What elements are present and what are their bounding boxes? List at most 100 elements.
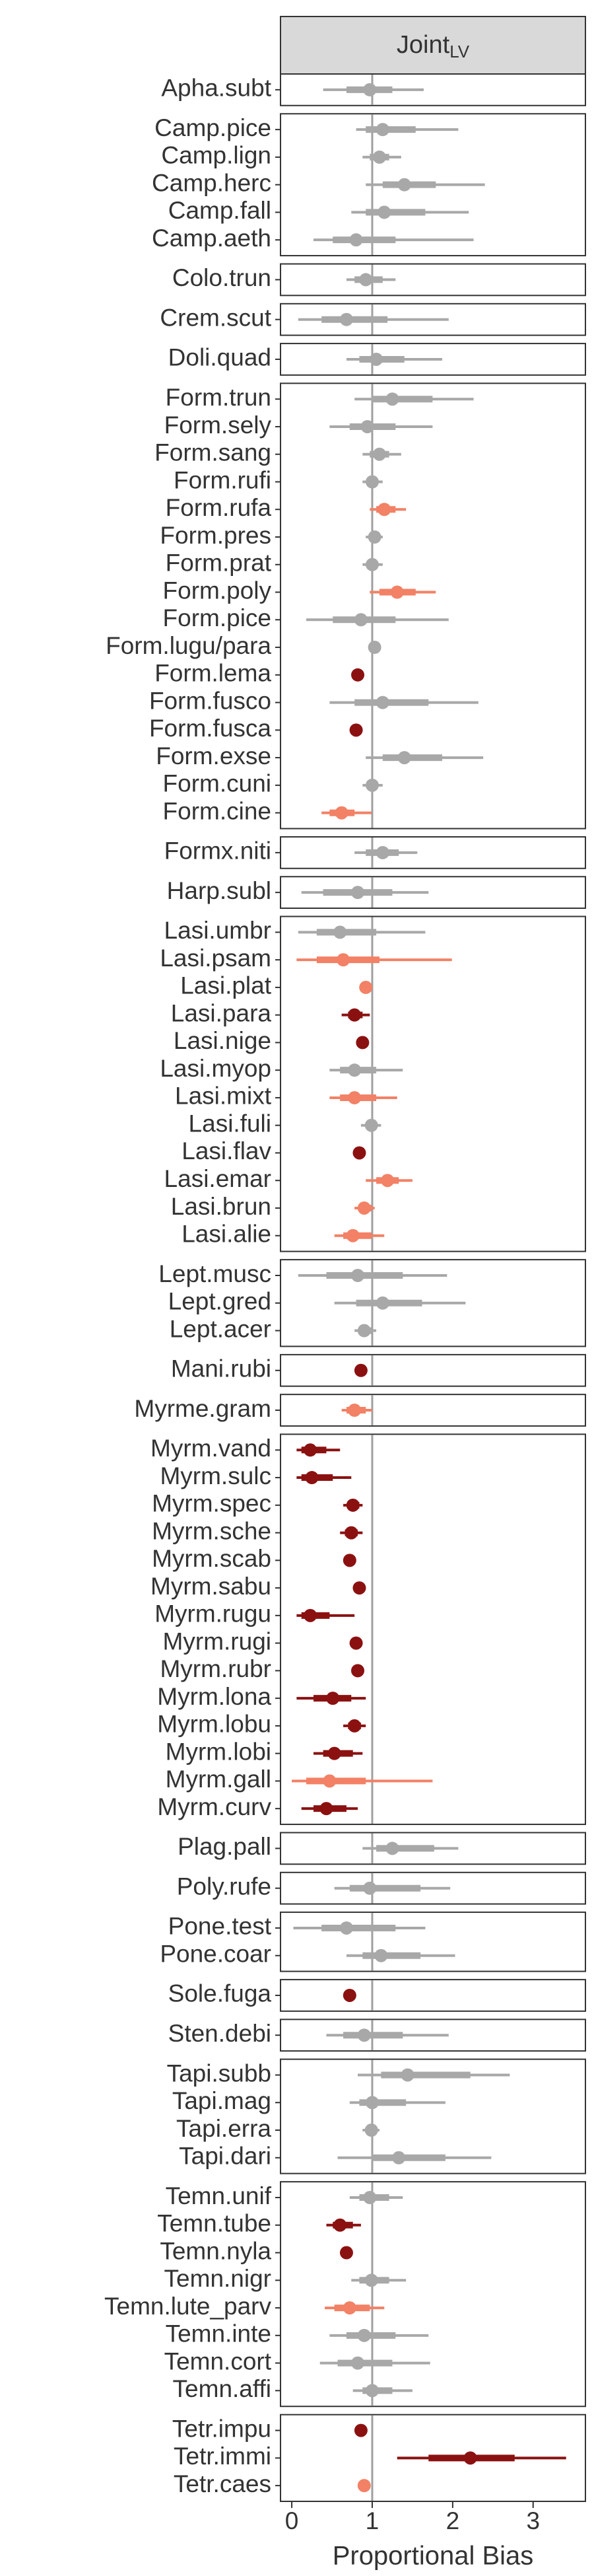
estimate-point bbox=[368, 530, 381, 544]
y-tick-label: Temn.nyla bbox=[160, 2237, 271, 2264]
estimate-point bbox=[333, 2218, 347, 2232]
estimate-point bbox=[343, 1988, 356, 2002]
y-tick-label: Lasi.emar bbox=[164, 1165, 271, 1192]
y-tick-label: Lasi.brun bbox=[171, 1193, 271, 1220]
y-tick-label: Sole.fuga bbox=[168, 1980, 272, 2007]
estimate-point bbox=[370, 352, 383, 366]
y-tick-label: Harp.subl bbox=[167, 877, 271, 904]
estimate-point bbox=[365, 557, 379, 571]
estimate-point bbox=[335, 806, 348, 820]
y-tick-label: Form.prat bbox=[166, 550, 272, 577]
y-tick-label: Camp.pice bbox=[154, 114, 271, 141]
estimate-point bbox=[326, 1692, 340, 1705]
estimate-point bbox=[319, 1802, 333, 1816]
y-tick-label: Tapi.mag bbox=[172, 2087, 271, 2114]
y-tick-label: Lasi.psam bbox=[160, 945, 271, 972]
y-tick-label: Temn.tube bbox=[157, 2210, 271, 2237]
y-tick-label: Tapi.subb bbox=[167, 2059, 271, 2087]
estimate-point bbox=[348, 1719, 362, 1733]
estimate-point bbox=[357, 1324, 371, 1338]
y-tick-label: Camp.lign bbox=[161, 142, 271, 169]
y-tick-label: Lasi.umbr bbox=[164, 917, 271, 944]
y-tick-label: Temn.unif bbox=[166, 2182, 272, 2209]
y-tick-label: Camp.fall bbox=[168, 197, 271, 224]
estimate-point bbox=[372, 447, 386, 461]
x-tick-label: 0 bbox=[285, 2507, 299, 2534]
estimate-point bbox=[368, 641, 381, 655]
y-tick-label: Temn.inte bbox=[166, 2320, 271, 2347]
y-tick-label: Pone.coar bbox=[160, 1940, 271, 1967]
estimate-point bbox=[346, 1498, 360, 1512]
y-tick-label: Tetr.impu bbox=[172, 2415, 271, 2442]
y-tick-label: Myrm.lona bbox=[157, 1683, 271, 1710]
estimate-point bbox=[348, 1008, 362, 1022]
estimate-point bbox=[304, 1443, 317, 1457]
estimate-point bbox=[327, 1746, 341, 1760]
panel bbox=[280, 836, 586, 869]
y-tick-label: Lasi.fuli bbox=[189, 1110, 271, 1137]
y-tick-label: Myrm.spec bbox=[152, 1490, 271, 1517]
y-tick-label: Lasi.flav bbox=[182, 1137, 271, 1164]
y-tick-label: Lept.gred bbox=[168, 1288, 271, 1315]
estimate-point bbox=[351, 886, 365, 900]
y-tick-label: Myrm.gall bbox=[166, 1766, 271, 1793]
y-tick-label: Colo.trun bbox=[172, 264, 271, 291]
y-tick-label: Lept.acer bbox=[170, 1315, 271, 1342]
y-tick-label: Tetr.immi bbox=[174, 2443, 271, 2470]
estimate-point bbox=[348, 1091, 362, 1104]
y-tick-label: Form.fusco bbox=[149, 687, 271, 714]
y-tick-label: Camp.herc bbox=[152, 169, 271, 196]
estimate-point bbox=[385, 392, 399, 406]
y-tick-label: Myrm.rubr bbox=[160, 1655, 271, 1682]
panel bbox=[280, 1433, 586, 1826]
y-tick-label: Temn.nigr bbox=[164, 2265, 271, 2292]
estimate-point bbox=[343, 1554, 356, 1567]
estimate-point bbox=[357, 1201, 371, 1215]
y-tick-label: Sten.debi bbox=[168, 2020, 271, 2047]
y-tick-label: Lasi.plat bbox=[180, 972, 272, 999]
facet-strip bbox=[280, 16, 586, 75]
estimate-point bbox=[356, 1036, 370, 1050]
panel bbox=[280, 1394, 586, 1427]
estimate-point bbox=[401, 2068, 414, 2082]
y-tick-label: Pone.test bbox=[168, 1913, 272, 1940]
estimate-point bbox=[397, 751, 411, 765]
estimate-point bbox=[392, 2151, 406, 2165]
y-tick-label: Form.sely bbox=[164, 411, 272, 439]
estimate-point bbox=[372, 150, 386, 164]
estimate-point bbox=[381, 1174, 395, 1188]
y-tick-label: Form.trun bbox=[166, 384, 271, 411]
estimate-point bbox=[354, 613, 368, 627]
strip-main: Joint bbox=[397, 31, 450, 59]
y-tick-label: Tapi.dari bbox=[179, 2143, 271, 2170]
estimate-point bbox=[365, 475, 379, 489]
y-tick-label: Myrm.lobu bbox=[157, 1711, 271, 1738]
estimate-point bbox=[333, 925, 347, 939]
estimate-point bbox=[357, 2028, 371, 2042]
y-tick-label: Form.cine bbox=[163, 797, 271, 824]
panel bbox=[280, 1979, 586, 2012]
panel bbox=[280, 2181, 586, 2408]
estimate-point bbox=[390, 585, 404, 599]
y-tick-label: Lasi.mixt bbox=[175, 1083, 272, 1110]
estimate-point bbox=[323, 1774, 337, 1788]
y-tick-label: Lept.musc bbox=[158, 1260, 271, 1287]
estimate-point bbox=[374, 1949, 388, 1962]
estimate-point bbox=[357, 2328, 371, 2342]
estimate-point bbox=[397, 178, 411, 192]
y-tick-label: Myrme.gram bbox=[134, 1395, 271, 1422]
estimate-point bbox=[346, 1229, 360, 1242]
x-axis-title: Proportional Bias bbox=[333, 2542, 534, 2571]
estimate-point bbox=[463, 2451, 477, 2465]
estimate-point bbox=[376, 696, 389, 709]
y-tick-label: Myrm.scab bbox=[152, 1545, 271, 1572]
panel bbox=[280, 382, 586, 830]
estimate-point bbox=[376, 845, 389, 859]
panel bbox=[280, 915, 586, 1252]
x-tick-label: 1 bbox=[366, 2507, 380, 2534]
estimate-point bbox=[364, 2124, 378, 2137]
estimate-point bbox=[363, 83, 377, 96]
estimate-point bbox=[354, 1363, 368, 1377]
estimate-point bbox=[351, 2356, 365, 2370]
